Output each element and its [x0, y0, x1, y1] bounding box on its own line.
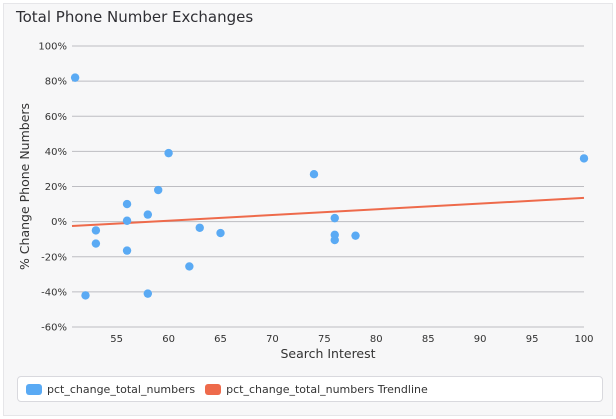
trendline-layer [71, 196, 585, 228]
x-tick-label: 100 [574, 334, 593, 345]
scatter-point [91, 226, 101, 235]
legend: pct_change_total_numbers pct_change_tota… [17, 376, 603, 402]
x-tick-label: 90 [474, 334, 487, 345]
x-tick-label: 55 [110, 334, 123, 345]
trendline [71, 196, 585, 228]
y-axis-label: % Change Phone Numbers [17, 103, 32, 270]
y-tick-label: 80% [45, 77, 67, 88]
y-tick-label: 0% [51, 217, 67, 228]
scatter-point [70, 73, 80, 82]
x-tick-label: 60 [162, 334, 175, 345]
x-tick-label: 85 [422, 334, 435, 345]
scatter-point [153, 185, 163, 195]
scatter-point [579, 154, 589, 163]
y-tick-label: -40% [41, 287, 67, 298]
scatter-point [185, 262, 194, 271]
scatter-point [122, 246, 132, 255]
x-tick-label: 95 [526, 334, 539, 345]
x-tick-label: 75 [318, 334, 331, 345]
scatter-point [91, 239, 101, 248]
legend-swatch-scatter [26, 383, 42, 395]
y-tick-label: 60% [45, 112, 67, 123]
y-axis-ticks: -60% -40% -20% 0% 20% 40% 60% 80% 100% [38, 42, 67, 334]
x-axis-label: Search Interest [280, 346, 375, 361]
scatter-point [216, 228, 225, 238]
x-axis-ticks: 55 60 65 70 75 80 85 90 95 100 [110, 334, 593, 345]
scatter-point [330, 235, 339, 245]
scatter-points [70, 73, 589, 300]
x-tick-label: 70 [266, 334, 279, 345]
x-tick-label: 65 [214, 334, 227, 345]
chart-title: Total Phone Number Exchanges [16, 8, 254, 26]
scatter-point [143, 289, 153, 298]
x-tick-label: 80 [370, 334, 383, 345]
y-tick-label: -20% [41, 252, 67, 263]
y-tick-label: 40% [45, 147, 67, 158]
scatter-point [195, 223, 204, 232]
y-tick-label: 20% [45, 182, 67, 193]
scatter-point [143, 210, 153, 219]
scatter-point [81, 291, 90, 300]
legend-label-scatter: pct_change_total_numbers [47, 382, 196, 396]
legend-item-scatter[interactable]: pct_change_total_numbers [26, 383, 195, 396]
scatter-point [351, 231, 360, 240]
scatter-point [309, 170, 319, 179]
legend-swatch-trendline [205, 383, 222, 395]
scatter-point [122, 199, 132, 209]
gridlines [72, 45, 584, 328]
legend-item-trendline[interactable]: pct_change_total_numbers Trendline [205, 383, 428, 396]
y-tick-label: -60% [41, 323, 67, 334]
scatter-point [330, 213, 339, 223]
legend-label-trendline: pct_change_total_numbers Trendline [226, 382, 428, 396]
y-tick-label: 100% [38, 42, 67, 53]
chart-panel [3, 3, 613, 416]
scatter-point [164, 148, 173, 158]
scatter-point [122, 216, 132, 225]
